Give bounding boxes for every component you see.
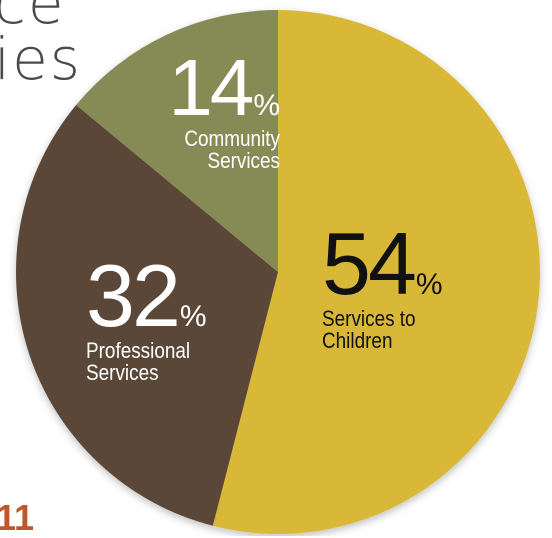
slice-value-services-to-children: 54	[322, 214, 417, 313]
pie-slice-community-services	[76, 10, 278, 272]
slice-label-professional-services: 32% Professional Services	[86, 252, 207, 384]
percent-sign: %	[253, 89, 280, 122]
slice-name-line1: Professional	[86, 338, 191, 363]
slice-label-community-services: 14% Community Services	[150, 48, 280, 172]
slice-value-professional-services: 32	[86, 246, 181, 345]
pie-slice-services-to-children	[212, 10, 541, 534]
slice-name-line2: Services	[86, 360, 159, 385]
percent-sign: %	[179, 300, 207, 333]
slice-name-line2: Children	[322, 328, 393, 353]
slice-name-line1: Community	[184, 126, 280, 151]
percent-sign: %	[415, 268, 443, 301]
year-label: 11	[0, 497, 35, 538]
slice-label-services-to-children: 54% Services to Children	[322, 220, 443, 352]
slice-name-line1: Services to	[322, 306, 416, 331]
background-heading-line2: ies	[0, 25, 83, 93]
slice-value-community-services: 14	[168, 43, 254, 132]
slice-name-line2: Services	[207, 148, 280, 173]
pie-slice-professional-services	[15, 104, 279, 526]
background-heading-line1: ce	[0, 0, 66, 37]
